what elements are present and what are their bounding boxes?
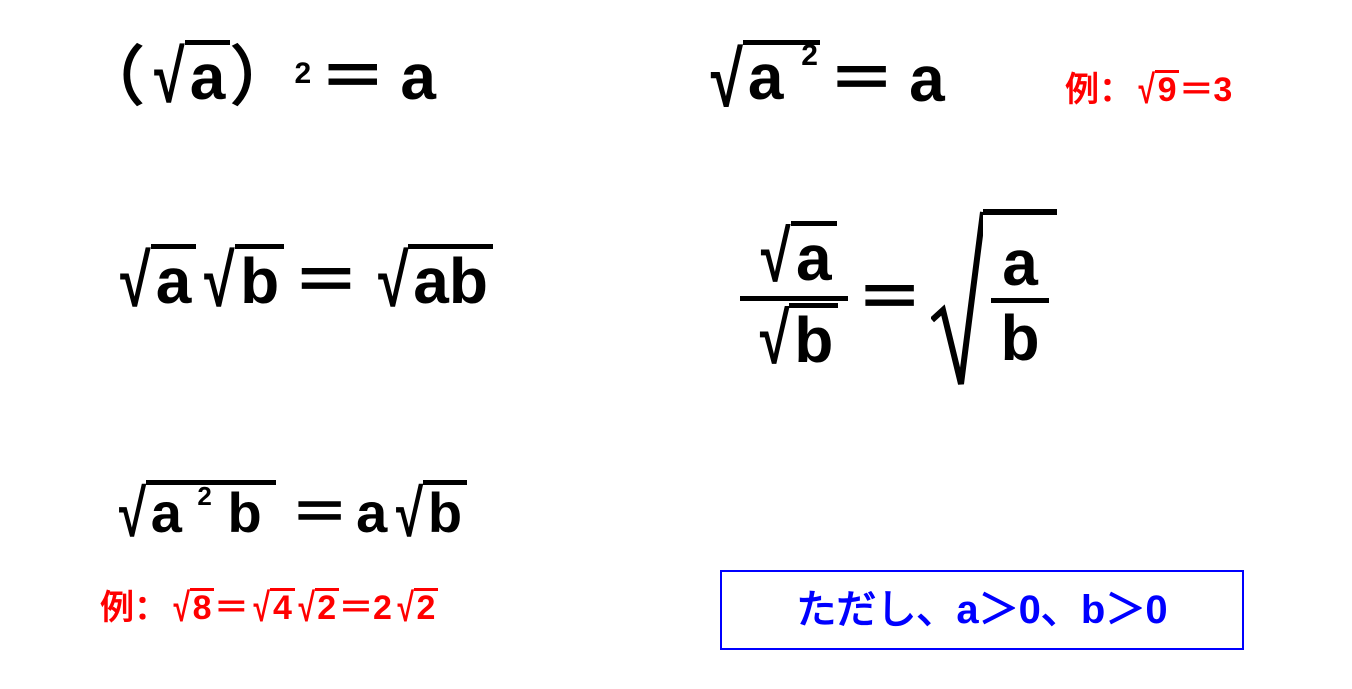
radicand-b: b	[240, 245, 279, 317]
exponent-2: 2	[294, 59, 311, 89]
rhs-num-a: a	[1002, 231, 1038, 295]
rhs-den-b: b	[1000, 306, 1039, 370]
rhs-a: a	[394, 45, 436, 109]
sqrt-b: √ b	[194, 244, 284, 318]
exponent-2: 2	[801, 41, 818, 71]
equals-2: ＝	[339, 591, 373, 625]
condition-text: ただし、a＞0、b＞0	[796, 590, 1167, 630]
radicand-a: a	[190, 41, 226, 113]
rhs-inner-fraction: a b	[991, 229, 1049, 372]
radicand-b: b	[227, 481, 261, 544]
den-radicand-b: b	[794, 304, 833, 376]
rhs-3: 3	[1213, 73, 1232, 107]
equals: ＝	[848, 266, 931, 330]
formula-sqrt-a2b: √ a 2 b ＝ a √ b	[110, 480, 467, 546]
sqrt-9: √ 9	[1133, 70, 1179, 110]
sqrt-8: √ 8	[168, 588, 214, 628]
sqrt-a2: √ a 2	[700, 40, 820, 118]
radicand-a: a	[156, 245, 192, 317]
example-sqrt9: 例： √ 9 ＝ 3	[1065, 70, 1232, 110]
coef-a: a	[356, 485, 387, 541]
radicand-a: a	[748, 41, 784, 113]
formula-sqrt-fraction: √ a √ b ＝	[740, 210, 1057, 386]
sqrt-a: √ a	[144, 40, 230, 114]
sqrt-2-a: √ 2	[293, 588, 339, 628]
rhs-sqrt-b: √ b	[387, 480, 466, 546]
lhs-fraction: √ a √ b	[740, 218, 848, 377]
equals-1: ＝	[214, 591, 248, 625]
example-label: 例：	[1065, 73, 1133, 107]
num-radicand-a: a	[796, 222, 832, 294]
radicand-2: 2	[417, 589, 436, 627]
radicand-b: b	[428, 481, 462, 544]
equals: ＝	[820, 47, 903, 111]
formula-sqrt-a2: √ a 2 ＝ a	[700, 40, 945, 118]
equals: ＝	[1179, 73, 1213, 107]
sqrt-a2b: √ a 2 b	[110, 480, 276, 546]
den-sqrt-b: √ b	[750, 303, 839, 375]
radicand-2: 2	[317, 589, 336, 627]
rparen: ）	[230, 45, 294, 109]
exponent-2: 2	[197, 483, 211, 509]
sqrt-ab: √ ab	[368, 244, 494, 318]
equals: ＝	[311, 45, 394, 109]
math-formula-sheet: （ √ a ） 2 ＝ a √ a 2 ＝ a 例： √ 9	[0, 0, 1352, 689]
radicand-8: 8	[193, 589, 212, 627]
sqrt-a: √ a	[110, 244, 196, 318]
radicand-4: 4	[273, 589, 292, 627]
radicand-a: a	[151, 481, 182, 544]
example-label: 例：	[100, 591, 168, 625]
formula-sqrt-a-squared: （ √ a ） 2 ＝ a	[80, 40, 436, 114]
sqrt-2-b: √ 2	[392, 588, 438, 628]
condition-box: ただし、a＞0、b＞0	[720, 570, 1244, 650]
rhs-a: a	[903, 47, 945, 111]
example-sqrt8: 例： √ 8 ＝ √ 4 √ 2 ＝ 2 √ 2	[100, 588, 438, 628]
rhs-sqrt-of-fraction: a b	[931, 210, 1057, 386]
radicand-9: 9	[1158, 71, 1177, 109]
formula-sqrt-a-times-sqrt-b: √ a √ b ＝ √ ab	[110, 244, 493, 318]
equals: ＝	[284, 249, 367, 313]
coef-2: 2	[373, 591, 392, 625]
radical-icon	[931, 210, 983, 386]
lparen: （	[80, 45, 144, 109]
num-sqrt-a: √ a	[751, 221, 836, 293]
radicand-ab: ab	[413, 245, 488, 317]
sqrt-4: √ 4	[248, 588, 294, 628]
equals: ＝	[276, 485, 356, 541]
